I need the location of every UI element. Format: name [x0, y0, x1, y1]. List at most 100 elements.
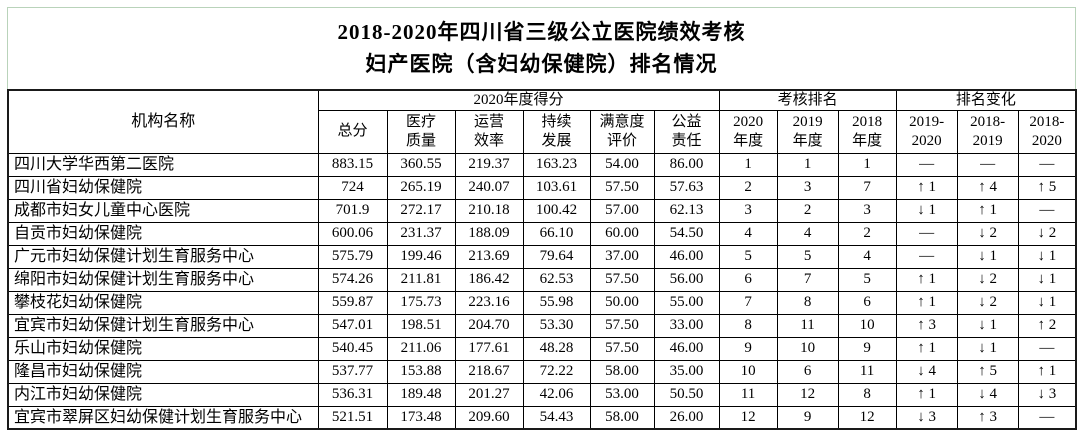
- score-cell: 46.00: [653, 244, 720, 269]
- rank-change-cell: ↑ 1: [895, 336, 958, 361]
- rank-cell: 8: [718, 313, 778, 338]
- header-satisfaction: 满意度 评价: [589, 109, 655, 154]
- score-cell: 883.15: [317, 152, 388, 177]
- score-cell: 55.00: [653, 290, 720, 315]
- score-cell: 54.50: [653, 221, 720, 246]
- rank-change-cell: ↑ 4: [956, 175, 1019, 200]
- rank-change-cell: —: [1017, 152, 1077, 177]
- rank-change-cell: ↓ 2: [956, 221, 1019, 246]
- rank-change-cell: —: [1017, 405, 1077, 430]
- score-cell: 540.45: [317, 336, 388, 361]
- header-score-group: 2020年度得分: [317, 89, 720, 111]
- table-row: 四川大学华西第二医院 883.15 360.55 219.37 163.23 54.00 8…: [7, 152, 1077, 177]
- score-cell: 57.50: [589, 336, 655, 361]
- header-rank-2020: 2020 年度: [718, 109, 778, 154]
- rank-cell: 10: [837, 313, 897, 338]
- score-cell: 50.00: [589, 290, 655, 315]
- rank-cell: 5: [776, 244, 839, 269]
- rank-cell: 11: [776, 313, 839, 338]
- rank-cell: 1: [718, 152, 778, 177]
- org-name-cell: 四川省妇幼保健院: [7, 175, 319, 200]
- score-cell: 86.00: [653, 152, 720, 177]
- rank-cell: 8: [837, 382, 897, 407]
- rank-cell: 2: [718, 175, 778, 200]
- score-cell: 209.60: [454, 405, 524, 430]
- score-cell: 72.22: [522, 359, 591, 384]
- score-cell: 547.01: [317, 313, 388, 338]
- score-cell: 199.46: [386, 244, 456, 269]
- score-cell: 188.09: [454, 221, 524, 246]
- rank-change-cell: ↑ 3: [895, 313, 958, 338]
- rank-change-cell: ↓ 1: [1017, 290, 1077, 315]
- org-name-cell: 成都市妇女儿童中心医院: [7, 198, 319, 223]
- org-name-cell: 绵阳市妇幼保健计划生育服务中心: [7, 267, 319, 292]
- rank-cell: 10: [776, 336, 839, 361]
- header-sustainable-development: 持续 发展: [522, 109, 591, 154]
- score-cell: 62.53: [522, 267, 591, 292]
- score-cell: 48.28: [522, 336, 591, 361]
- score-cell: 57.63: [653, 175, 720, 200]
- rank-change-cell: ↑ 2: [1017, 313, 1077, 338]
- score-cell: 37.00: [589, 244, 655, 269]
- score-cell: 265.19: [386, 175, 456, 200]
- header-change-group: 排名变化: [895, 89, 1077, 111]
- score-cell: 57.50: [589, 175, 655, 200]
- rank-change-cell: ↓ 4: [956, 382, 1019, 407]
- score-cell: 26.00: [653, 405, 720, 430]
- rank-cell: 9: [837, 336, 897, 361]
- score-cell: 100.42: [522, 198, 591, 223]
- report-sheet: 2018-2020年四川省三级公立医院绩效考核 妇产医院（含妇幼保健院）排名情况…: [7, 7, 1078, 431]
- rank-cell: 4: [837, 244, 897, 269]
- score-cell: 175.73: [386, 290, 456, 315]
- rank-change-cell: ↓ 2: [956, 290, 1019, 315]
- rank-change-cell: ↑ 5: [956, 359, 1019, 384]
- score-cell: 218.67: [454, 359, 524, 384]
- org-name-cell: 乐山市妇幼保健院: [7, 336, 319, 361]
- table-row: 四川省妇幼保健院 724 265.19 240.07 103.61 57.50 57.63 2…: [7, 175, 1077, 200]
- rank-change-cell: ↑ 5: [1017, 175, 1077, 200]
- rank-cell: 6: [837, 290, 897, 315]
- score-cell: 177.61: [454, 336, 524, 361]
- rank-cell: 7: [718, 290, 778, 315]
- score-cell: 46.00: [653, 336, 720, 361]
- header-org-name: 机构名称: [7, 89, 319, 154]
- score-cell: 60.00: [589, 221, 655, 246]
- score-cell: 189.48: [386, 382, 456, 407]
- header-operation-efficiency: 运营 效率: [454, 109, 524, 154]
- rank-cell: 12: [718, 405, 778, 430]
- table-row: 乐山市妇幼保健院 540.45 211.06 177.61 48.28 57.50 46.0…: [7, 336, 1077, 361]
- score-cell: 521.51: [317, 405, 388, 430]
- rank-cell: 5: [837, 267, 897, 292]
- rank-change-cell: ↓ 1: [956, 313, 1019, 338]
- header-total-score: 总分: [317, 109, 388, 154]
- report-title-line1: 2018-2020年四川省三级公立医院绩效考核: [337, 20, 746, 44]
- score-cell: 213.69: [454, 244, 524, 269]
- header-medical-quality: 医疗 质量: [386, 109, 456, 154]
- score-cell: 173.48: [386, 405, 456, 430]
- rank-change-cell: ↓ 3: [895, 405, 958, 430]
- header-group-row: 机构名称 2020年度得分 考核排名 排名变化: [7, 89, 1077, 154]
- rank-change-cell: —: [1017, 336, 1077, 361]
- score-cell: 55.98: [522, 290, 591, 315]
- score-cell: 33.00: [653, 313, 720, 338]
- table-body: 四川大学华西第二医院 883.15 360.55 219.37 163.23 54.00 8…: [7, 152, 1077, 430]
- score-cell: 537.77: [317, 359, 388, 384]
- table-row: 广元市妇幼保健计划生育服务中心 575.79 199.46 213.69 79.64 37…: [7, 244, 1077, 269]
- rank-change-cell: ↑ 1: [895, 382, 958, 407]
- rank-change-cell: ↓ 1: [895, 198, 958, 223]
- table-row: 成都市妇女儿童中心医院 701.9 272.17 210.18 100.42 57.00 6…: [7, 198, 1077, 223]
- score-cell: 42.06: [522, 382, 591, 407]
- rank-change-cell: ↑ 1: [895, 267, 958, 292]
- rank-cell: 11: [718, 382, 778, 407]
- org-name-cell: 宜宾市妇幼保健计划生育服务中心: [7, 313, 319, 338]
- rank-change-cell: ↓ 2: [1017, 221, 1077, 246]
- score-cell: 186.42: [454, 267, 524, 292]
- score-cell: 575.79: [317, 244, 388, 269]
- rank-cell: 10: [718, 359, 778, 384]
- rank-change-cell: ↑ 3: [956, 405, 1019, 430]
- score-cell: 272.17: [386, 198, 456, 223]
- score-cell: 53.30: [522, 313, 591, 338]
- rank-cell: 7: [837, 175, 897, 200]
- score-cell: 79.64: [522, 244, 591, 269]
- table-row: 宜宾市翠屏区妇幼保健计划生育服务中心 521.51 173.48 209.60 54.4…: [7, 405, 1077, 430]
